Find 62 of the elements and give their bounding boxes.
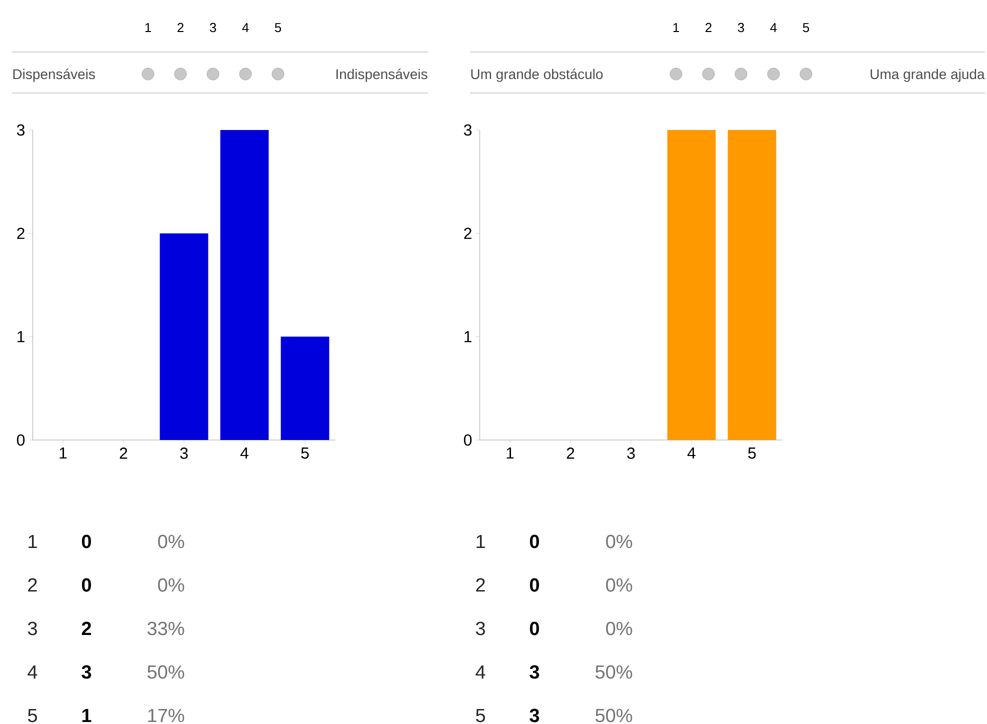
- x-tick-label: 3: [627, 448, 635, 459]
- x-tick-label: 1: [506, 448, 514, 459]
- text: 0%: [606, 534, 632, 548]
- x-tick-label: 3: [180, 448, 188, 459]
- category-label: 1: [673, 23, 679, 32]
- text: 17%: [148, 708, 184, 722]
- text: 0%: [606, 578, 632, 592]
- text: 50%: [596, 665, 632, 679]
- y-tick-label: 3: [16, 124, 25, 136]
- text: Indispensáveis: [336, 68, 428, 82]
- category-label: 3: [210, 22, 216, 32]
- x-tick-label: 4: [240, 448, 248, 459]
- y-tick-label: 1: [18, 331, 24, 342]
- x-tick-label: 5: [748, 448, 756, 459]
- text: 2: [82, 622, 92, 636]
- x-tick-label: 5: [301, 448, 309, 459]
- text: 3: [530, 665, 540, 679]
- text: 1: [82, 708, 92, 722]
- y-tick-label: 0: [464, 434, 472, 446]
- x-tick-label: 2: [120, 448, 128, 459]
- category-label: 1: [145, 23, 151, 32]
- text: 0: [530, 534, 539, 548]
- category-label: 5: [28, 708, 37, 722]
- category-label: 2: [178, 22, 184, 32]
- text: 50%: [596, 708, 632, 722]
- text: 0: [82, 578, 91, 592]
- category-label: 3: [476, 622, 485, 636]
- category-label: 1: [476, 534, 485, 548]
- text: Dispensáveis: [13, 68, 95, 82]
- text: 0%: [606, 622, 632, 636]
- y-tick-label: 1: [464, 331, 472, 342]
- text: 3: [82, 665, 92, 679]
- category-label: 2: [706, 22, 712, 32]
- text: 0: [530, 622, 539, 636]
- category-label: 5: [274, 23, 282, 32]
- category-label: 1: [28, 534, 37, 548]
- category-label: 2: [28, 578, 37, 592]
- y-tick-label: 2: [464, 228, 472, 239]
- category-label: 3: [738, 22, 744, 32]
- text: 0: [82, 534, 91, 548]
- y-tick-label: 2: [17, 228, 24, 239]
- category-label: 2: [476, 578, 485, 592]
- text: 0%: [158, 534, 184, 548]
- text: Uma grande ajuda: [870, 68, 985, 82]
- category-label: 5: [802, 23, 810, 32]
- category-label: 4: [242, 23, 249, 32]
- y-tick-label: 0: [16, 434, 25, 446]
- text: 33%: [148, 622, 184, 636]
- x-tick-label: 2: [566, 448, 574, 459]
- text: Um grande obstáculo: [471, 68, 603, 82]
- text: 50%: [148, 665, 184, 679]
- x-tick-label: 4: [687, 448, 696, 459]
- x-tick-label: 1: [60, 448, 67, 459]
- text: 3: [530, 708, 540, 722]
- category-label: 3: [28, 622, 37, 636]
- text: 0: [530, 578, 539, 592]
- category-label: 4: [28, 665, 38, 679]
- text: 0%: [158, 578, 184, 592]
- y-tick-label: 3: [464, 124, 472, 136]
- category-label: 5: [476, 708, 485, 722]
- category-label: 4: [770, 23, 777, 32]
- category-label: 4: [476, 665, 486, 679]
